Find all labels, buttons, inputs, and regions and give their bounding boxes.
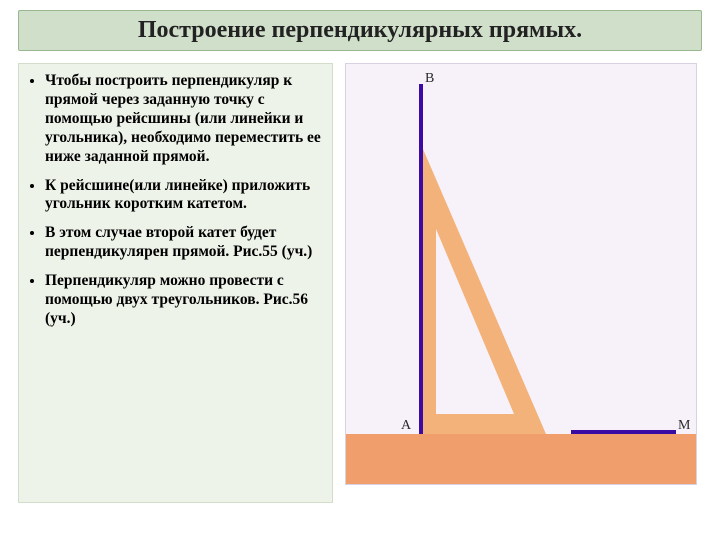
perpendicular-diagram: B A M (345, 63, 697, 485)
list-item: В этом случае второй катет будет перпенд… (45, 224, 322, 262)
bullet-list: Чтобы построить перпендикуляр к прямой ч… (25, 72, 322, 329)
slide: Построение перпендикулярных прямых. Чтоб… (0, 0, 720, 540)
list-item: Перпендикуляр можно провести с помощью д… (45, 272, 322, 329)
ruler (346, 434, 696, 484)
slide-title: Построение перпендикулярных прямых. (29, 17, 691, 44)
figure-panel: B A M (345, 63, 702, 503)
list-item: К рейсшине(или линейке) приложить угольн… (45, 177, 322, 215)
label-m: M (678, 418, 691, 433)
label-b: B (425, 71, 434, 86)
label-a: A (401, 418, 412, 433)
slide-body: Чтобы построить перпендикуляр к прямой ч… (18, 63, 702, 503)
title-bar: Построение перпендикулярных прямых. (18, 10, 702, 51)
list-item: Чтобы построить перпендикуляр к прямой ч… (45, 72, 322, 167)
text-panel: Чтобы построить перпендикуляр к прямой ч… (18, 63, 333, 503)
